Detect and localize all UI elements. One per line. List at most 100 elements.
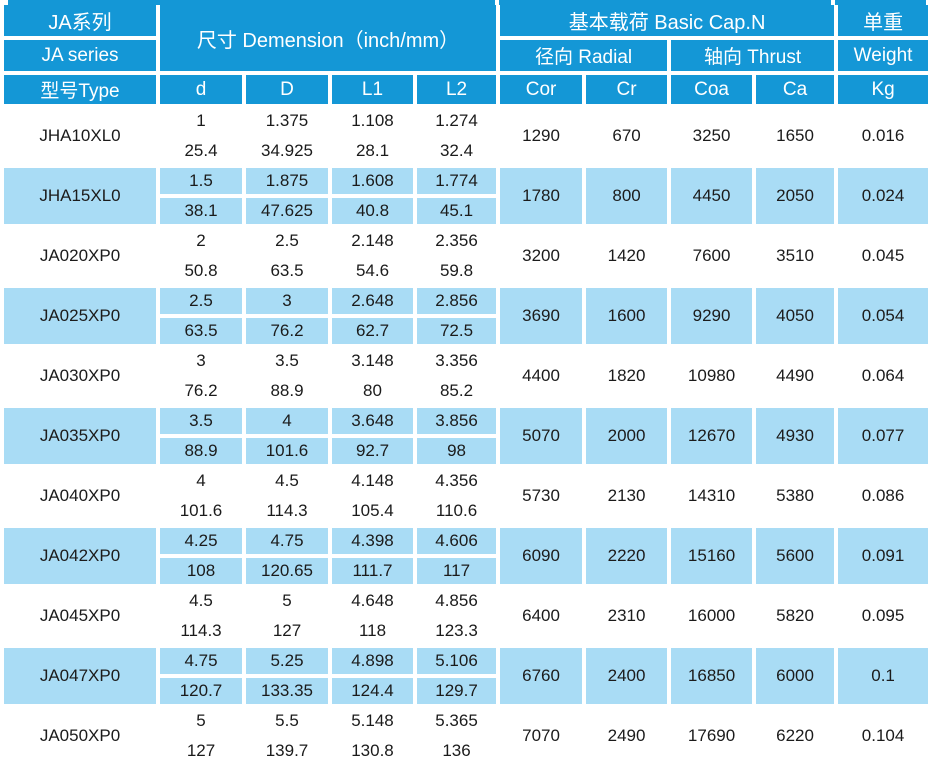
table-row-inch: JA042XP0 4.25 4.75 4.398 4.606 6090 2220… <box>4 528 929 584</box>
d-inch-cell: 4.75 <box>160 648 242 674</box>
table-row-inch: JA050XP0 5 5.5 5.148 5.365 7070 2490 176… <box>4 708 929 764</box>
L2-mm-cell: 32.4 <box>417 138 497 164</box>
cor-cell: 4400 <box>500 348 583 404</box>
table-row-mm: 50.8 63.5 54.6 59.8 <box>4 258 928 284</box>
table-row-mm: 76.2 88.9 80 85.2 <box>4 378 928 404</box>
coa-cell: 12670 <box>671 408 753 464</box>
ca-cell: 2050 <box>756 168 835 224</box>
L1-mm-cell: 111.7 <box>332 558 413 584</box>
header-col-D: D <box>246 75 328 104</box>
header-dimension: 尺寸 Demension（inch/mm） <box>160 5 497 71</box>
cor-cell: 3690 <box>500 288 583 344</box>
model-cell: JA047XP0 <box>4 648 156 704</box>
cor-cell: 6090 <box>500 528 583 584</box>
L1-inch-cell: 4.148 <box>332 468 413 494</box>
d-mm-cell: 120.7 <box>160 678 242 704</box>
d-mm-cell: 76.2 <box>160 378 242 404</box>
D-mm-cell: 88.9 <box>246 378 328 404</box>
model-cell: JA042XP0 <box>4 528 156 584</box>
cr-cell: 2000 <box>586 408 668 464</box>
top-crop-strip-segment <box>835 0 926 5</box>
D-mm-cell: 101.6 <box>246 438 328 464</box>
model-cell: JA025XP0 <box>4 288 156 344</box>
header-col-coa: Coa <box>671 75 753 104</box>
header-series-cn: JA系列 <box>4 5 156 36</box>
D-inch-cell: 5.25 <box>246 648 328 674</box>
L1-mm-cell: 54.6 <box>332 258 413 284</box>
L1-inch-cell: 4.648 <box>332 588 413 614</box>
model-cell: JHA10XL0 <box>4 108 156 164</box>
table-row-mm: 114.3 127 118 123.3 <box>4 618 928 644</box>
table-row-inch: JA047XP0 4.75 5.25 4.898 5.106 6760 2400… <box>4 648 929 704</box>
D-mm-cell: 63.5 <box>246 258 328 284</box>
ca-cell: 4930 <box>756 408 835 464</box>
table-row-inch: JA030XP0 3 3.5 3.148 3.356 4400 1820 109… <box>4 348 929 404</box>
header-col-d: d <box>160 75 242 104</box>
coa-cell: 16000 <box>671 588 753 644</box>
d-inch-cell: 2 <box>160 228 242 254</box>
D-mm-cell: 127 <box>246 618 328 644</box>
ca-cell: 1650 <box>756 108 835 164</box>
table-row-inch: JA025XP0 2.5 3 2.648 2.856 3690 1600 929… <box>4 288 929 344</box>
L2-inch-cell: 1.774 <box>417 168 497 194</box>
table-row-inch: JA040XP0 4 4.5 4.148 4.356 5730 2130 143… <box>4 468 929 524</box>
D-mm-cell: 76.2 <box>246 318 328 344</box>
L2-mm-cell: 136 <box>417 738 497 764</box>
cor-cell: 3200 <box>500 228 583 284</box>
header-thrust: 轴向 Thrust <box>671 40 835 71</box>
table-row-inch: JA035XP0 3.5 4 3.648 3.856 5070 2000 126… <box>4 408 929 464</box>
header-series-en: JA series <box>4 40 156 71</box>
kg-cell: 0.024 <box>838 168 929 224</box>
L1-mm-cell: 105.4 <box>332 498 413 524</box>
d-inch-cell: 4 <box>160 468 242 494</box>
kg-cell: 0.086 <box>838 468 929 524</box>
table-row-mm: 25.4 34.925 28.1 32.4 <box>4 138 928 164</box>
D-mm-cell: 139.7 <box>246 738 328 764</box>
d-mm-cell: 108 <box>160 558 242 584</box>
table-header: JA系列 尺寸 Demension（inch/mm） 基本载荷 Basic Ca… <box>4 5 929 104</box>
d-inch-cell: 1 <box>160 108 242 134</box>
coa-cell: 14310 <box>671 468 753 524</box>
d-inch-cell: 3.5 <box>160 408 242 434</box>
L2-inch-cell: 4.606 <box>417 528 497 554</box>
d-mm-cell: 114.3 <box>160 618 242 644</box>
cor-cell: 5070 <box>500 408 583 464</box>
cor-cell: 5730 <box>500 468 583 524</box>
ca-cell: 5600 <box>756 528 835 584</box>
header-basic-cap: 基本载荷 Basic Cap.N <box>500 5 835 36</box>
kg-cell: 0.064 <box>838 348 929 404</box>
d-mm-cell: 25.4 <box>160 138 242 164</box>
d-mm-cell: 101.6 <box>160 498 242 524</box>
header-weight-en: Weight <box>838 40 929 71</box>
cr-cell: 2400 <box>586 648 668 704</box>
D-inch-cell: 5 <box>246 588 328 614</box>
L1-inch-cell: 2.148 <box>332 228 413 254</box>
L2-mm-cell: 117 <box>417 558 497 584</box>
table-row-mm: 38.1 47.625 40.8 45.1 <box>4 198 928 224</box>
cr-cell: 1420 <box>586 228 668 284</box>
L1-mm-cell: 130.8 <box>332 738 413 764</box>
d-inch-cell: 3 <box>160 348 242 374</box>
D-inch-cell: 1.875 <box>246 168 328 194</box>
L1-mm-cell: 80 <box>332 378 413 404</box>
L2-inch-cell: 1.274 <box>417 108 497 134</box>
table-row-inch: JHA15XL0 1.5 1.875 1.608 1.774 1780 800 … <box>4 168 929 224</box>
table-row-mm: 120.7 133.35 124.4 129.7 <box>4 678 928 704</box>
L2-inch-cell: 3.856 <box>417 408 497 434</box>
table-row-inch: JA045XP0 4.5 5 4.648 4.856 6400 2310 160… <box>4 588 929 644</box>
ca-cell: 5820 <box>756 588 835 644</box>
kg-cell: 0.054 <box>838 288 929 344</box>
top-crop-strip-segment <box>8 0 495 5</box>
cr-cell: 2220 <box>586 528 668 584</box>
coa-cell: 7600 <box>671 228 753 284</box>
L1-inch-cell: 2.648 <box>332 288 413 314</box>
D-inch-cell: 2.5 <box>246 228 328 254</box>
D-inch-cell: 1.375 <box>246 108 328 134</box>
L1-mm-cell: 124.4 <box>332 678 413 704</box>
L2-inch-cell: 5.106 <box>417 648 497 674</box>
cr-cell: 1600 <box>586 288 668 344</box>
L1-inch-cell: 3.648 <box>332 408 413 434</box>
L1-inch-cell: 1.608 <box>332 168 413 194</box>
D-inch-cell: 4 <box>246 408 328 434</box>
